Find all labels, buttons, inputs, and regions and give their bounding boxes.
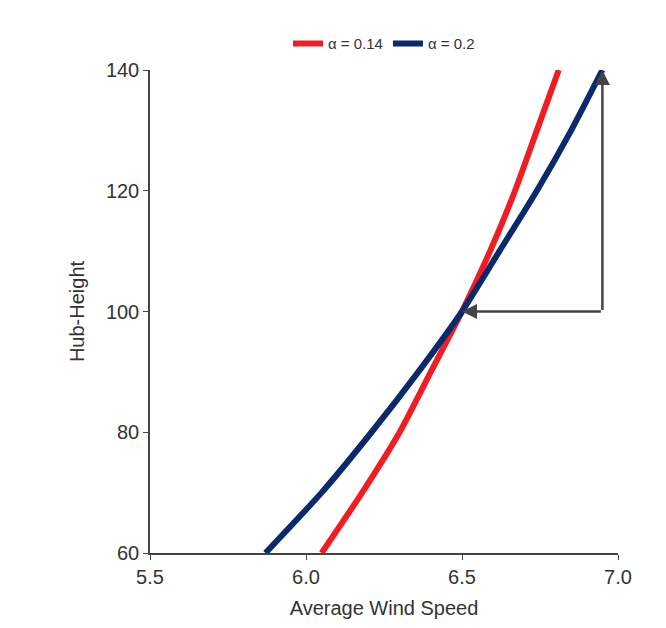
svg-text:7.0: 7.0 (604, 566, 632, 588)
svg-text:120: 120 (106, 180, 139, 202)
svg-text:α = 0.2: α = 0.2 (428, 35, 475, 52)
svg-text:5.5: 5.5 (136, 566, 164, 588)
svg-text:60: 60 (117, 542, 139, 564)
svg-text:6.0: 6.0 (292, 566, 320, 588)
svg-text:80: 80 (117, 421, 139, 443)
svg-text:α = 0.14: α = 0.14 (328, 35, 383, 52)
svg-text:6.5: 6.5 (448, 566, 476, 588)
svg-text:Average Wind Speed: Average Wind Speed (290, 597, 479, 619)
svg-text:140: 140 (106, 59, 139, 81)
svg-text:Hub-Height: Hub-Height (66, 260, 88, 362)
svg-text:100: 100 (106, 301, 139, 323)
